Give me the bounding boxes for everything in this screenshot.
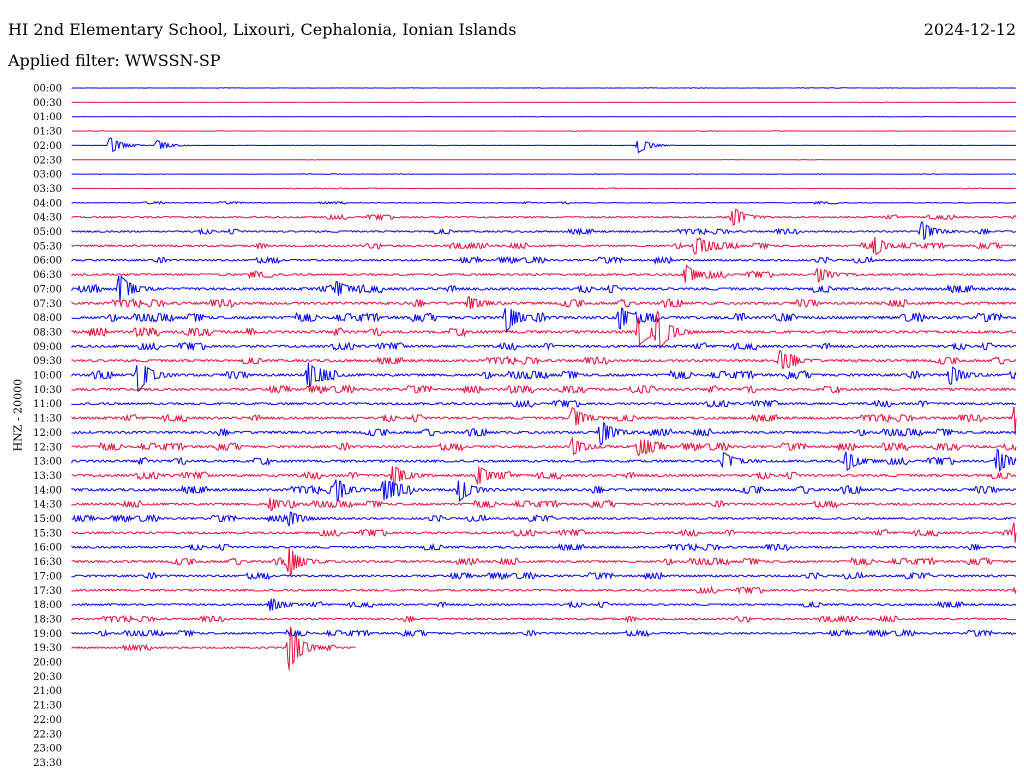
time-tick-2030: 20:30 xyxy=(33,672,62,683)
time-tick-0600: 06:00 xyxy=(33,256,62,267)
trace-row-1030 xyxy=(71,384,1017,395)
trace-row-0000 xyxy=(71,87,1017,89)
trace-row-0430 xyxy=(71,209,1017,226)
time-tick-1000: 10:00 xyxy=(33,371,62,382)
time-tick-2330: 23:30 xyxy=(33,758,62,769)
trace-row-0230 xyxy=(72,158,1016,161)
trace-row-1000 xyxy=(71,362,1017,392)
time-tick-1300: 13:00 xyxy=(33,457,62,468)
trace-row-0730 xyxy=(71,295,1017,310)
time-tick-2100: 21:00 xyxy=(33,686,62,697)
trace-row-0630 xyxy=(71,264,1017,284)
time-tick-2230: 22:30 xyxy=(33,729,62,740)
trace-row-1130 xyxy=(71,406,1017,435)
trace-row-1800 xyxy=(71,598,1017,611)
time-tick-0030: 00:30 xyxy=(33,98,62,109)
time-tick-0330: 03:30 xyxy=(33,184,62,195)
time-tick-1400: 14:00 xyxy=(33,485,62,496)
time-tick-1100: 11:00 xyxy=(33,399,62,410)
time-tick-1700: 17:00 xyxy=(33,571,62,582)
trace-row-0330 xyxy=(71,187,1016,190)
time-tick-0530: 05:30 xyxy=(33,241,62,252)
time-tick-1130: 11:30 xyxy=(33,414,62,425)
trace-row-1200 xyxy=(71,422,1017,446)
trace-row-1100 xyxy=(71,399,1017,408)
trace-row-1300 xyxy=(71,448,1017,472)
trace-row-1530 xyxy=(71,522,1017,543)
time-tick-0000: 00:00 xyxy=(33,84,62,95)
time-tick-2300: 23:00 xyxy=(33,744,62,755)
trace-row-0900 xyxy=(71,341,1017,351)
time-tick-0700: 07:00 xyxy=(33,284,62,295)
time-tick-1430: 14:30 xyxy=(33,500,62,511)
time-tick-0630: 06:30 xyxy=(33,270,62,281)
seismic-traces xyxy=(71,87,1017,671)
trace-row-0500 xyxy=(71,220,1017,241)
time-tick-1830: 18:30 xyxy=(33,614,62,625)
time-tick-0200: 02:00 xyxy=(33,141,62,152)
trace-row-0800 xyxy=(71,307,1017,333)
trace-row-0600 xyxy=(71,255,1017,265)
trace-row-1600 xyxy=(71,542,1017,552)
trace-row-1730 xyxy=(71,585,1017,595)
time-tick-1030: 10:30 xyxy=(33,385,62,396)
time-tick-1630: 16:30 xyxy=(33,557,62,568)
time-tick-1800: 18:00 xyxy=(33,600,62,611)
trace-row-0700 xyxy=(71,274,1017,303)
trace-row-0130 xyxy=(72,130,1016,132)
trace-row-1500 xyxy=(71,511,1017,527)
trace-row-0030 xyxy=(71,101,1017,104)
trace-row-1330 xyxy=(71,466,1017,487)
trace-row-0400 xyxy=(71,200,1017,205)
time-tick-2130: 21:30 xyxy=(33,701,62,712)
time-tick-1930: 19:30 xyxy=(33,643,62,654)
time-tick-1330: 13:30 xyxy=(33,471,62,482)
applied-filter-label: Applied filter: WWSSN-SP xyxy=(8,51,221,70)
trace-row-0200 xyxy=(71,137,1016,154)
trace-row-1700 xyxy=(71,571,1017,581)
station-title: HI 2nd Elementary School, Lixouri, Cepha… xyxy=(8,20,517,39)
time-tick-0430: 04:30 xyxy=(33,213,62,224)
time-tick-0930: 09:30 xyxy=(33,356,62,367)
time-tick-0900: 09:00 xyxy=(33,342,62,353)
time-tick-0730: 07:30 xyxy=(33,299,62,310)
time-tick-1900: 19:00 xyxy=(33,629,62,640)
trace-row-1630 xyxy=(71,546,1017,576)
time-tick-0230: 02:30 xyxy=(33,155,62,166)
time-tick-0100: 01:00 xyxy=(33,112,62,123)
trace-row-1900 xyxy=(71,628,1017,638)
time-tick-0400: 04:00 xyxy=(33,198,62,209)
trace-row-0930 xyxy=(71,349,1017,370)
time-tick-1230: 12:30 xyxy=(33,442,62,453)
time-tick-0830: 08:30 xyxy=(33,327,62,338)
time-tick-0300: 03:00 xyxy=(33,170,62,181)
trace-row-1830 xyxy=(71,614,1017,624)
trace-row-0830 xyxy=(71,310,1017,350)
record-date: 2024-12-12 xyxy=(923,20,1016,39)
time-tick-2200: 22:00 xyxy=(33,715,62,726)
time-tick-1600: 16:00 xyxy=(33,543,62,554)
trace-row-0300 xyxy=(71,173,1017,175)
time-tick-0130: 01:30 xyxy=(33,127,62,138)
trace-row-0530 xyxy=(71,236,1017,256)
trace-row-1430 xyxy=(71,497,1017,512)
trace-row-1930 xyxy=(71,625,356,671)
time-tick-1200: 12:00 xyxy=(33,428,62,439)
time-tick-1500: 15:00 xyxy=(33,514,62,525)
time-tick-2000: 20:00 xyxy=(33,658,62,669)
time-tick-1530: 15:30 xyxy=(33,528,62,539)
trace-row-1400 xyxy=(71,479,1017,503)
time-tick-labels: 00:00 00:30 01:00 01:30 02:00 02:30 03:00 03:30… xyxy=(33,84,62,769)
time-tick-0500: 05:00 xyxy=(33,227,62,238)
time-tick-1730: 17:30 xyxy=(33,586,62,597)
time-tick-0800: 08:00 xyxy=(33,313,62,324)
trace-row-1230 xyxy=(71,436,1017,457)
